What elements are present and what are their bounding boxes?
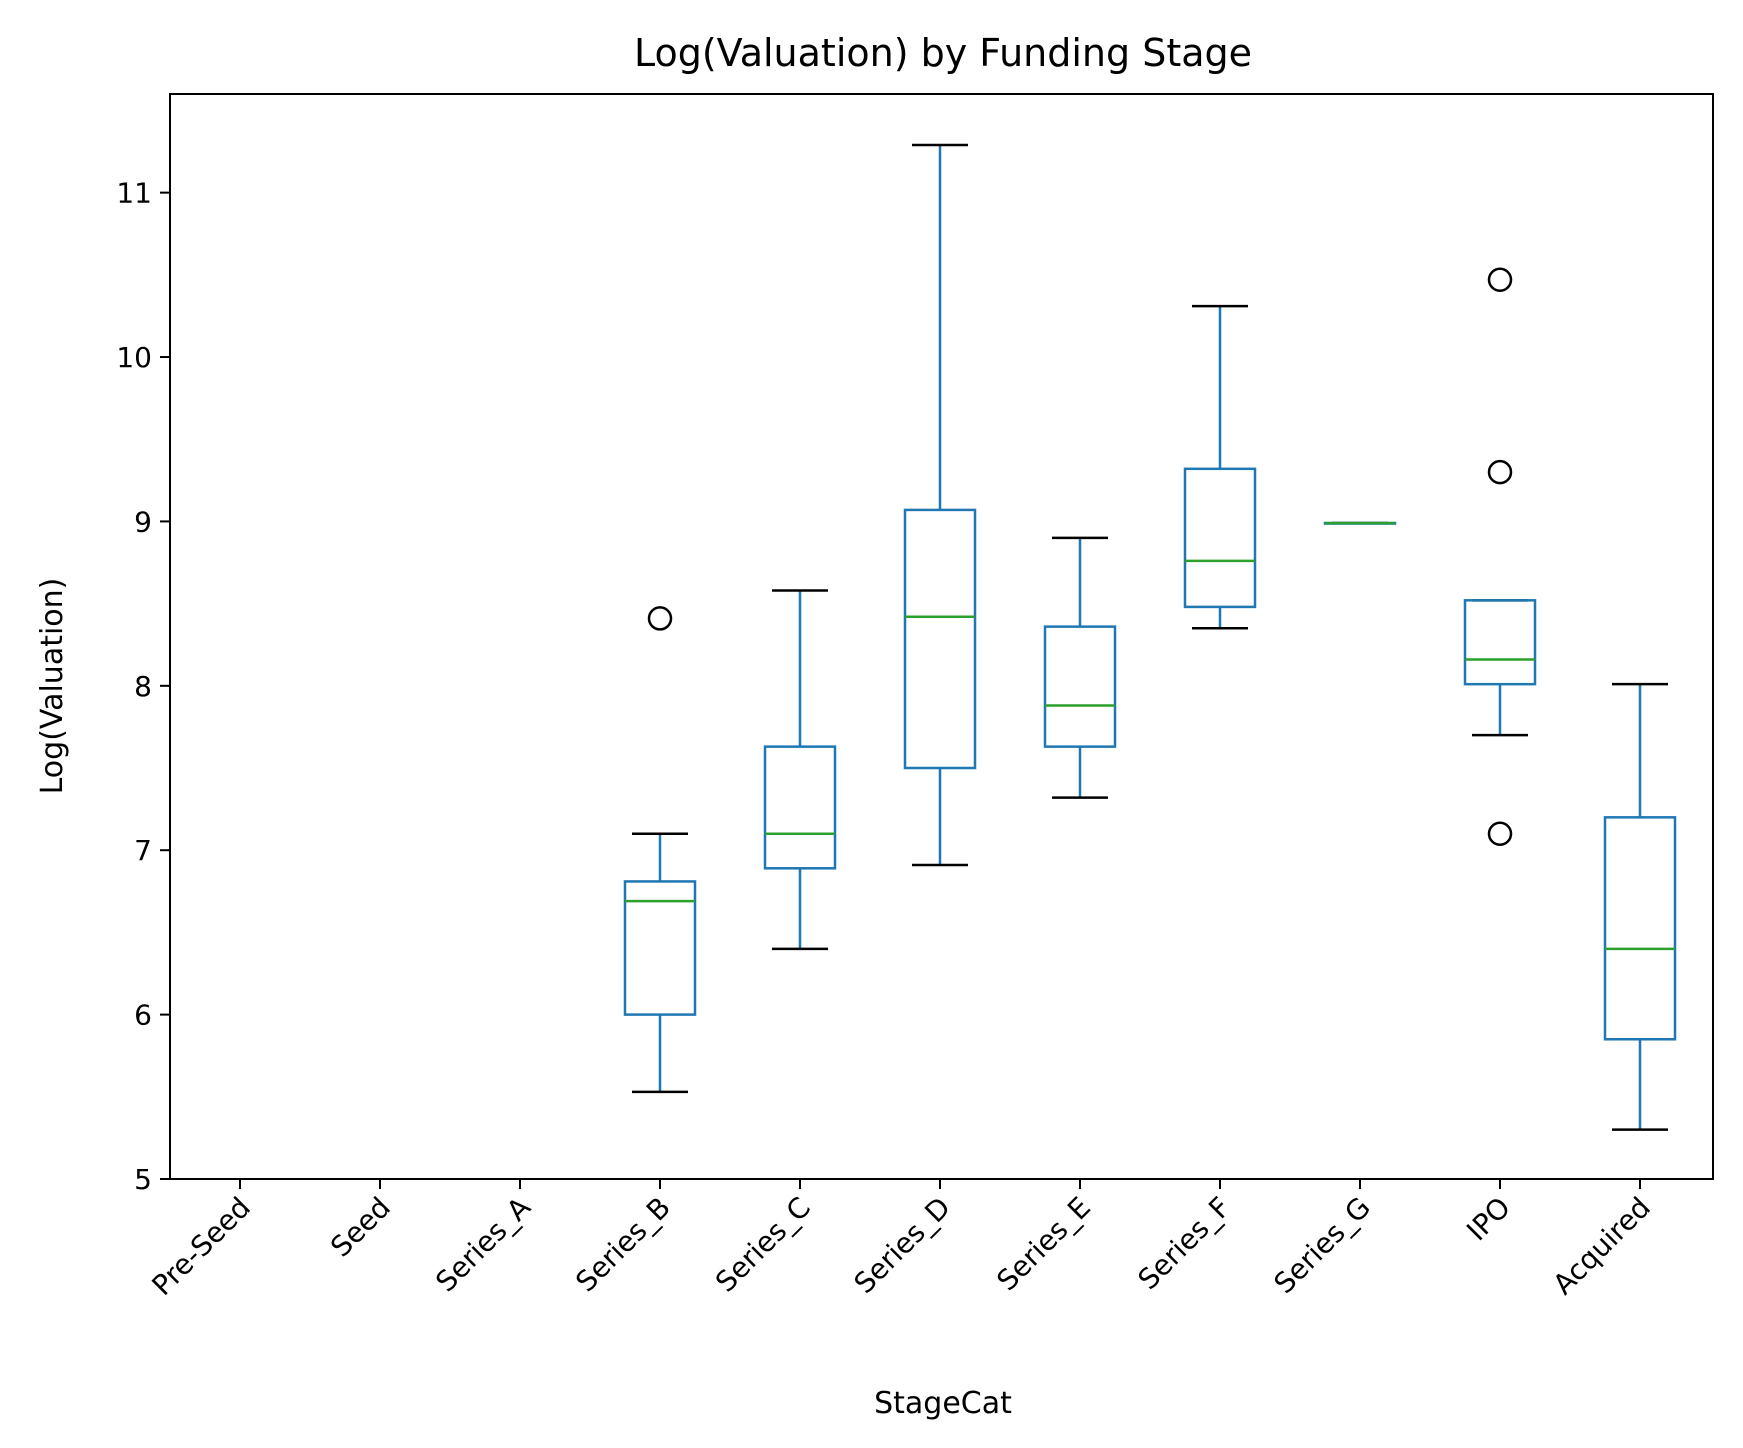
iqr-box bbox=[763, 745, 837, 870]
y-tick-label: 5 bbox=[134, 1163, 152, 1196]
iqr-box bbox=[1043, 625, 1117, 748]
iqr-box bbox=[903, 508, 977, 770]
iqr-box bbox=[1183, 467, 1257, 609]
outlier-point bbox=[647, 606, 673, 631]
axes-frame bbox=[169, 93, 1714, 1180]
y-axis-title: Log(Valuation) bbox=[35, 578, 70, 795]
y-tick-label: 7 bbox=[134, 834, 152, 867]
y-tick-label: 9 bbox=[134, 505, 152, 538]
outlier-point bbox=[1487, 821, 1513, 847]
y-tick-label: 11 bbox=[116, 177, 152, 210]
y-tick-label: 6 bbox=[134, 999, 152, 1032]
outlier-point bbox=[1487, 267, 1513, 293]
iqr-box bbox=[1463, 599, 1537, 686]
iqr-box bbox=[1603, 816, 1677, 1041]
outlier-point bbox=[1487, 459, 1513, 485]
chart-title: Log(Valuation) by Funding Stage bbox=[634, 31, 1252, 75]
y-tick-label: 8 bbox=[134, 670, 152, 703]
x-axis-title: StageCat bbox=[874, 1386, 1012, 1421]
y-tick-label: 10 bbox=[116, 341, 152, 374]
iqr-box bbox=[623, 880, 697, 1016]
